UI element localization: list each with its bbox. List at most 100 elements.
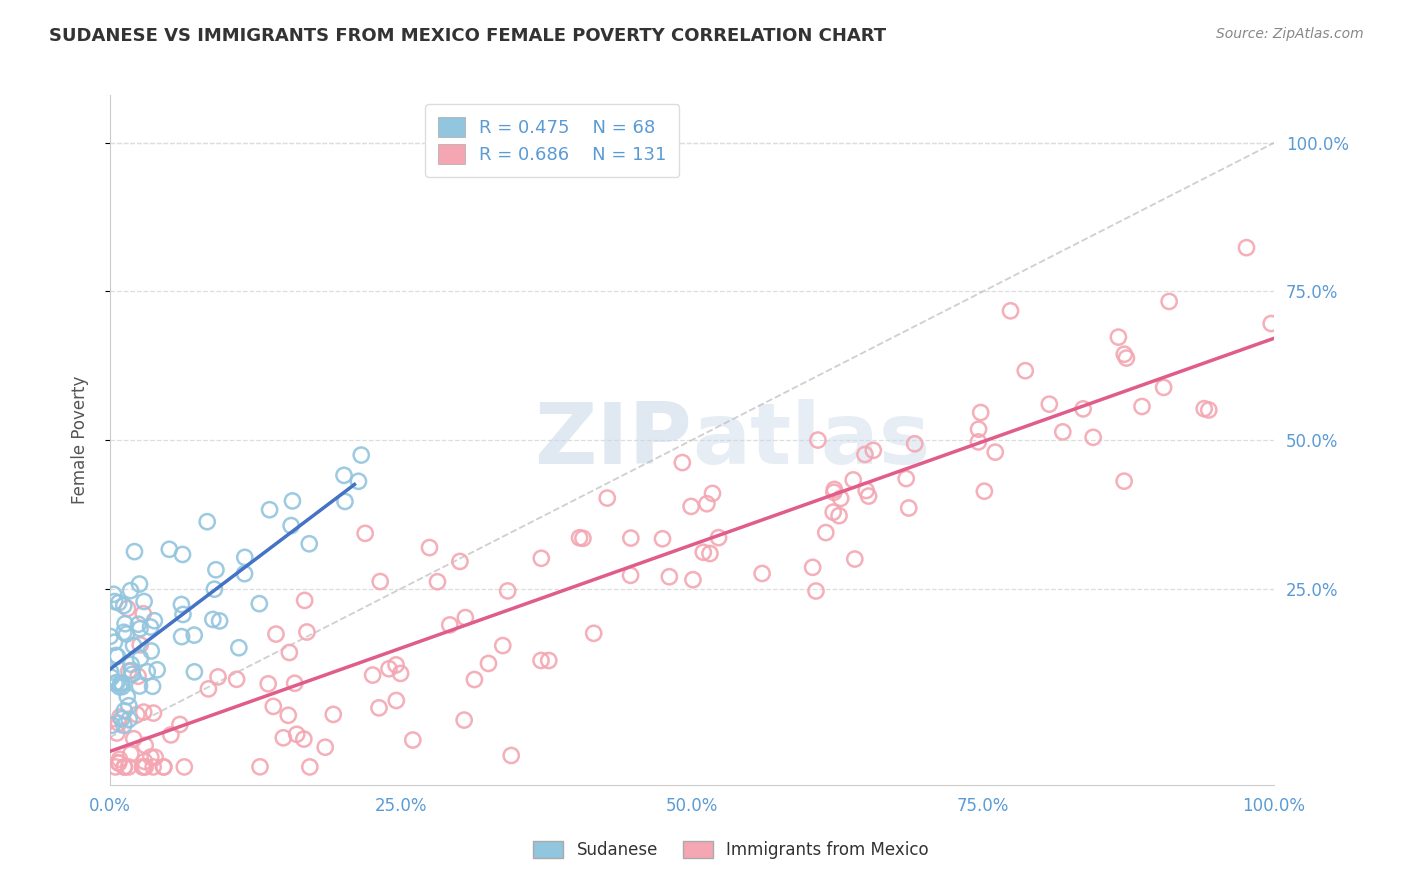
Point xyxy=(1038,397,1060,411)
Point xyxy=(368,574,391,589)
Point xyxy=(378,662,401,676)
Point xyxy=(463,673,485,687)
Point xyxy=(853,447,876,461)
Point xyxy=(195,515,218,529)
Point xyxy=(671,456,693,470)
Point xyxy=(107,649,129,664)
Point xyxy=(1260,317,1282,331)
Point xyxy=(454,610,477,624)
Point xyxy=(285,727,308,741)
Point xyxy=(418,541,440,555)
Point xyxy=(249,760,271,774)
Point xyxy=(858,489,880,503)
Point xyxy=(501,748,523,763)
Point xyxy=(132,760,155,774)
Point xyxy=(477,657,499,671)
Point xyxy=(823,483,845,497)
Point xyxy=(1114,474,1136,488)
Point xyxy=(385,693,408,707)
Point xyxy=(322,707,344,722)
Point xyxy=(112,704,135,718)
Point xyxy=(582,626,605,640)
Point xyxy=(314,740,336,755)
Point xyxy=(233,550,256,565)
Point xyxy=(1159,294,1181,309)
Point xyxy=(173,760,195,774)
Point xyxy=(141,644,163,658)
Point xyxy=(347,475,370,489)
Point xyxy=(172,548,194,562)
Point xyxy=(134,755,156,769)
Point xyxy=(111,712,134,726)
Point xyxy=(496,583,519,598)
Point xyxy=(814,525,837,540)
Point xyxy=(225,673,247,687)
Point xyxy=(1114,347,1136,361)
Point xyxy=(280,518,302,533)
Point xyxy=(707,531,730,545)
Point xyxy=(896,471,918,485)
Point xyxy=(160,728,183,742)
Point xyxy=(402,733,425,747)
Point xyxy=(681,500,703,514)
Point xyxy=(264,627,287,641)
Point xyxy=(153,760,176,774)
Legend: Sudanese, Immigrants from Mexico: Sudanese, Immigrants from Mexico xyxy=(527,834,935,866)
Point xyxy=(112,718,135,732)
Point xyxy=(801,560,824,574)
Point xyxy=(101,718,124,732)
Point xyxy=(114,616,136,631)
Point xyxy=(205,563,228,577)
Point xyxy=(121,667,143,681)
Point xyxy=(132,594,155,608)
Point xyxy=(855,483,877,498)
Point xyxy=(111,676,134,690)
Point xyxy=(197,681,219,696)
Point xyxy=(294,593,316,607)
Point xyxy=(120,583,142,598)
Point xyxy=(146,663,169,677)
Point xyxy=(124,544,146,558)
Point xyxy=(619,568,641,582)
Point xyxy=(1071,401,1094,416)
Point xyxy=(201,612,224,626)
Point xyxy=(696,497,718,511)
Point xyxy=(170,630,193,644)
Text: Source: ZipAtlas.com: Source: ZipAtlas.com xyxy=(1216,27,1364,41)
Point xyxy=(208,614,231,628)
Point xyxy=(354,526,377,541)
Point xyxy=(157,542,180,557)
Point xyxy=(897,501,920,516)
Point xyxy=(118,698,141,713)
Point xyxy=(104,594,127,608)
Point xyxy=(103,587,125,601)
Point xyxy=(128,577,150,591)
Point xyxy=(134,739,156,753)
Point xyxy=(862,443,884,458)
Point xyxy=(117,760,139,774)
Point xyxy=(844,552,866,566)
Point xyxy=(139,750,162,764)
Point xyxy=(804,584,827,599)
Point xyxy=(292,732,315,747)
Point xyxy=(142,760,165,774)
Point xyxy=(125,707,148,722)
Point xyxy=(530,551,553,566)
Point xyxy=(114,760,136,774)
Point xyxy=(129,651,152,665)
Point xyxy=(104,760,127,774)
Point xyxy=(1115,351,1137,365)
Point xyxy=(139,620,162,634)
Point xyxy=(620,531,643,545)
Point xyxy=(103,635,125,649)
Point xyxy=(449,554,471,568)
Point xyxy=(967,434,990,449)
Point xyxy=(247,597,270,611)
Point xyxy=(492,639,515,653)
Point xyxy=(129,638,152,652)
Point xyxy=(361,668,384,682)
Point xyxy=(170,598,193,612)
Point xyxy=(277,708,299,723)
Point xyxy=(333,468,356,483)
Point xyxy=(1198,403,1220,417)
